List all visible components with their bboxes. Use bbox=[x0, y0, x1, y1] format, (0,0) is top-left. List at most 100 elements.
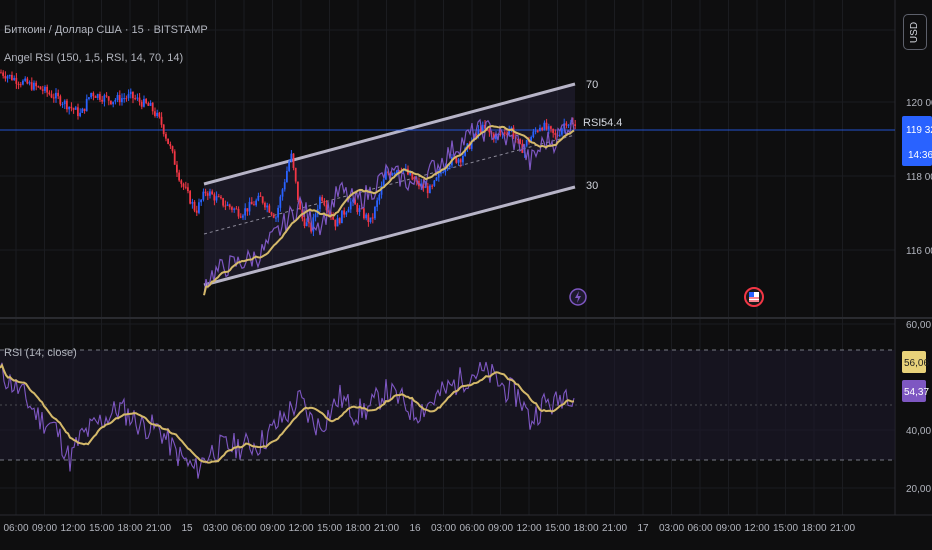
current-price-badge[interactable] bbox=[902, 116, 932, 166]
channel-rsi-ma-line bbox=[203, 124, 575, 296]
rsi-pane: RSI (14, close) bbox=[0, 347, 895, 479]
candle-body bbox=[323, 200, 326, 206]
candle-body bbox=[440, 172, 442, 174]
candle-body bbox=[140, 101, 143, 107]
price-overlay bbox=[203, 117, 575, 296]
candle-body bbox=[266, 205, 268, 208]
candle-body bbox=[160, 116, 163, 125]
time-tick: 18:00 bbox=[345, 523, 370, 534]
candle-body bbox=[497, 133, 499, 136]
candle-body bbox=[534, 130, 537, 132]
candle-body bbox=[279, 196, 282, 208]
candle-body bbox=[52, 97, 55, 99]
candle-body bbox=[484, 124, 486, 129]
candle-body bbox=[143, 98, 145, 107]
candle-body bbox=[448, 165, 451, 168]
candle-body bbox=[147, 103, 150, 106]
candle-body bbox=[6, 76, 9, 79]
candle-body bbox=[470, 140, 473, 149]
candle-body bbox=[495, 135, 497, 140]
candle-body bbox=[68, 106, 70, 110]
candle-body bbox=[380, 185, 383, 195]
candle-body bbox=[228, 204, 231, 208]
candle-body bbox=[420, 183, 422, 187]
candle-body bbox=[325, 205, 328, 211]
rsi-title[interactable]: RSI (14, close) bbox=[4, 347, 77, 359]
candle-body bbox=[110, 100, 112, 105]
candle-body bbox=[345, 212, 348, 215]
price-scale: 120 000 118 000 116 000 60,00 40,00 20,00 119 … bbox=[902, 98, 932, 495]
candle-body bbox=[437, 173, 440, 178]
symbol-title[interactable]: Биткоин / Доллар США · 15 · BITSTAMP bbox=[4, 24, 208, 36]
time-tick: 03:00 bbox=[431, 523, 456, 534]
candle-body bbox=[169, 143, 172, 147]
candle-body bbox=[114, 99, 117, 102]
candle-body bbox=[125, 98, 128, 100]
candle-body bbox=[33, 82, 35, 90]
candle-body bbox=[281, 189, 284, 197]
candle-body bbox=[136, 97, 139, 99]
candle-body bbox=[129, 91, 132, 95]
candle-body bbox=[525, 140, 528, 146]
time-axis: 06:00 09:00 12:00 15:00 18:00 21:00 15 03:00 06:… bbox=[3, 523, 855, 534]
candle-body bbox=[22, 80, 24, 85]
channel-fill bbox=[204, 84, 575, 285]
candle-body bbox=[37, 86, 40, 88]
time-tick: 12:00 bbox=[744, 523, 769, 534]
currency-button[interactable]: USD bbox=[903, 14, 927, 50]
candle-body bbox=[435, 177, 438, 181]
time-tick: 12:00 bbox=[516, 523, 541, 534]
candle-body bbox=[462, 155, 464, 163]
channel-upper-label: 70 bbox=[586, 79, 598, 91]
current-price-value: 119 326 bbox=[906, 125, 932, 136]
candle-body bbox=[299, 199, 301, 210]
candle-body bbox=[77, 107, 79, 117]
candle-body bbox=[235, 208, 238, 210]
rsi-tick: 60,00 bbox=[906, 320, 931, 331]
candle-body bbox=[336, 218, 339, 227]
event-markers bbox=[569, 287, 764, 307]
candle-body bbox=[182, 183, 185, 187]
candle-body bbox=[389, 173, 392, 176]
candle-body bbox=[250, 201, 253, 205]
price-tick: 118 000 bbox=[906, 172, 932, 183]
candle-body bbox=[376, 200, 378, 207]
candle-body bbox=[341, 210, 343, 224]
candle-body bbox=[2, 72, 4, 76]
rsi-tick: 20,00 bbox=[906, 484, 931, 495]
candle-body bbox=[561, 128, 563, 135]
candle-body bbox=[24, 78, 26, 81]
candle-body bbox=[145, 98, 147, 104]
candle-body bbox=[530, 137, 532, 142]
candle-body bbox=[499, 133, 502, 135]
candle-body bbox=[66, 100, 68, 110]
candle-body bbox=[455, 157, 458, 163]
candle-body bbox=[385, 171, 387, 180]
candle-body bbox=[191, 201, 194, 204]
candle-body bbox=[217, 196, 220, 198]
candle-body bbox=[0, 72, 2, 74]
candle-body bbox=[90, 92, 92, 98]
candle-body bbox=[294, 167, 297, 182]
candle-body bbox=[332, 216, 334, 220]
time-tick: 06:00 bbox=[459, 523, 484, 534]
candle-body bbox=[226, 204, 229, 206]
candle-body bbox=[149, 102, 152, 106]
candle-body bbox=[81, 108, 84, 113]
candle-body bbox=[253, 204, 255, 206]
candle-body bbox=[184, 186, 187, 188]
candle-body bbox=[338, 218, 341, 224]
candle-body bbox=[92, 92, 95, 97]
indicator-title[interactable]: Angel RSI (150, 1,5, RSI, 14, 70, 14) bbox=[4, 52, 184, 64]
candle-body bbox=[257, 195, 260, 201]
candle-body bbox=[173, 151, 176, 165]
candle-body bbox=[213, 194, 216, 201]
candle-body bbox=[550, 126, 552, 129]
time-tick: 15:00 bbox=[773, 523, 798, 534]
time-tick: 12:00 bbox=[60, 523, 85, 534]
candle-body bbox=[312, 217, 315, 232]
candle-body bbox=[112, 101, 114, 105]
flag-canton-icon bbox=[749, 292, 754, 297]
candle-body bbox=[151, 102, 154, 112]
